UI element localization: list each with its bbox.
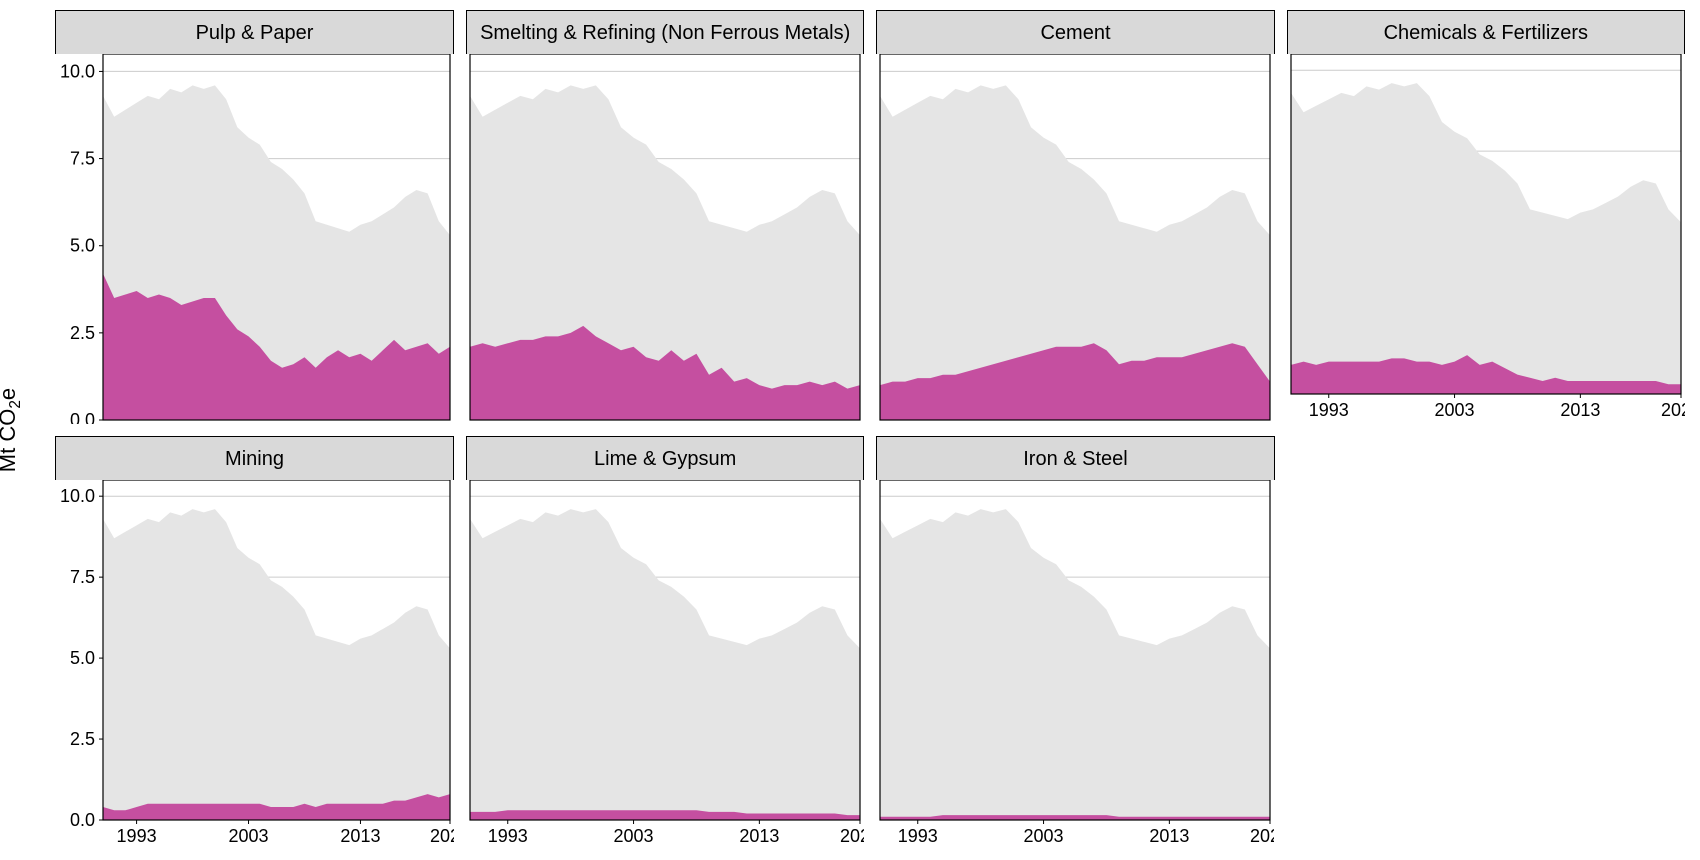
x-tick-label: 2021: [840, 826, 864, 846]
background-area: [1291, 83, 1681, 394]
facet-panel: Cement: [876, 10, 1274, 424]
x-tick-label: 2013: [340, 826, 380, 846]
y-tick-label: 2.5: [70, 729, 95, 749]
panel-plot: [876, 54, 1274, 424]
panel-plot: 1993 2003 2013 2021: [876, 480, 1274, 850]
x-tick-label: 1993: [488, 826, 528, 846]
panel-title-strip: Iron & Steel: [876, 436, 1274, 480]
x-tick-label: 2003: [614, 826, 654, 846]
facet-panel: Iron & Steel 1993 2003 2013 2021: [876, 436, 1274, 850]
panel-plot: [466, 54, 864, 424]
panel-title-strip: Smelting & Refining (Non Ferrous Metals): [466, 10, 864, 54]
y-tick-label: 2.5: [70, 323, 95, 343]
facet-panel: Chemicals & Fertilizers 1993 2003 2013 2021: [1287, 10, 1685, 424]
x-tick-label: 1993: [898, 826, 938, 846]
y-tick-label: 0.0: [70, 410, 95, 424]
facet-panel: Lime & Gypsum 1993 2003 2013 2021: [466, 436, 864, 850]
panel-title-strip: Cement: [876, 10, 1274, 54]
facet-panel: Smelting & Refining (Non Ferrous Metals): [466, 10, 864, 424]
panel-title-strip: Chemicals & Fertilizers: [1287, 10, 1685, 54]
x-tick-label: 2013: [1560, 400, 1600, 420]
y-axis-label: Mt CO2e: [0, 388, 25, 472]
panel-plot: 1993 2003 2013 2021: [1287, 54, 1685, 424]
x-tick-label: 2003: [1024, 826, 1064, 846]
x-tick-label: 2003: [228, 826, 268, 846]
y-tick-label: 5.0: [70, 648, 95, 668]
background-area: [470, 509, 860, 820]
facet-panel: Pulp & Paper 0.0 2.5 5.0 7.5 10.0: [55, 10, 454, 424]
panel-title-strip: Lime & Gypsum: [466, 436, 864, 480]
facet-grid: Pulp & Paper 0.0 2.5 5.0 7.5 10.0 Smelting & R…: [55, 10, 1685, 850]
x-tick-label: 2021: [1661, 400, 1685, 420]
y-tick-label: 0.0: [70, 810, 95, 830]
x-tick-label: 2013: [739, 826, 779, 846]
facet-panel: Mining 0.0 2.5 5.0 7.5 10.0 1993 2003 2013 2021: [55, 436, 454, 850]
panel-title-strip: Pulp & Paper: [55, 10, 454, 54]
x-tick-label: 1993: [117, 826, 157, 846]
y-tick-label: 10.0: [60, 61, 95, 81]
background-area: [103, 509, 450, 820]
panel-plot: 0.0 2.5 5.0 7.5 10.0 1993 2003 2013 2021: [55, 480, 454, 850]
background-area: [880, 509, 1270, 820]
panel-plot: 1993 2003 2013 2021: [466, 480, 864, 850]
y-tick-label: 7.5: [70, 567, 95, 587]
x-tick-label: 2013: [1150, 826, 1190, 846]
x-tick-label: 2021: [1250, 826, 1274, 846]
x-tick-label: 1993: [1308, 400, 1348, 420]
y-tick-label: 10.0: [60, 486, 95, 506]
panel-title-strip: Mining: [55, 436, 454, 480]
x-tick-label: 2021: [430, 826, 454, 846]
x-tick-label: 2003: [1434, 400, 1474, 420]
panel-plot: 0.0 2.5 5.0 7.5 10.0: [55, 54, 454, 424]
y-tick-label: 5.0: [70, 236, 95, 256]
y-tick-label: 7.5: [70, 149, 95, 169]
